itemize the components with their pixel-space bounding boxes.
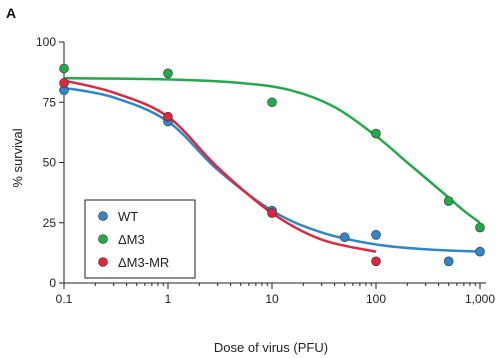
- x-ticks: 0.1 1 10 100 1,000: [56, 283, 495, 306]
- y-tick-label: 50: [43, 156, 57, 170]
- y-tick-label: 25: [43, 216, 57, 230]
- x-tick-label: 100: [366, 292, 386, 306]
- legend-label: ΔM3-MR: [118, 255, 169, 270]
- x-axis-title: Dose of virus (PFU): [214, 340, 328, 355]
- data-point: [443, 256, 454, 267]
- x-tick-label: 10: [265, 292, 279, 306]
- y-tick-label: 75: [43, 95, 57, 109]
- x-tick-label: 0.1: [56, 292, 73, 306]
- data-point: [443, 196, 454, 206]
- y-tick-label: 100: [36, 35, 56, 49]
- data-point: [267, 208, 277, 218]
- data-points: [59, 63, 485, 267]
- data-point: [371, 230, 381, 240]
- legend-marker: [98, 211, 108, 221]
- panel-label: A: [6, 5, 16, 21]
- legend-marker: [98, 257, 108, 267]
- data-point: [163, 111, 173, 122]
- data-point: [163, 68, 173, 79]
- y-axis-title: % survival: [10, 128, 25, 187]
- data-point: [339, 232, 350, 243]
- data-point: [59, 63, 69, 74]
- data-point: [475, 222, 485, 233]
- y-ticks: 0 25 50 75 100: [36, 35, 64, 290]
- data-point: [371, 256, 381, 267]
- legend-label: WT: [118, 209, 138, 224]
- fit-curve: [63, 79, 377, 253]
- y-tick-label: 0: [49, 276, 56, 290]
- legend-label: ΔM3: [118, 232, 145, 247]
- legend: WT ΔM3 ΔM3-MR: [84, 199, 196, 279]
- legend-marker: [98, 234, 108, 244]
- data-point: [267, 97, 277, 108]
- x-tick-label: 1,000: [465, 292, 495, 306]
- x-tick-label: 1: [165, 292, 172, 306]
- data-point: [475, 246, 485, 257]
- data-point: [371, 128, 381, 139]
- data-point: [59, 78, 69, 88]
